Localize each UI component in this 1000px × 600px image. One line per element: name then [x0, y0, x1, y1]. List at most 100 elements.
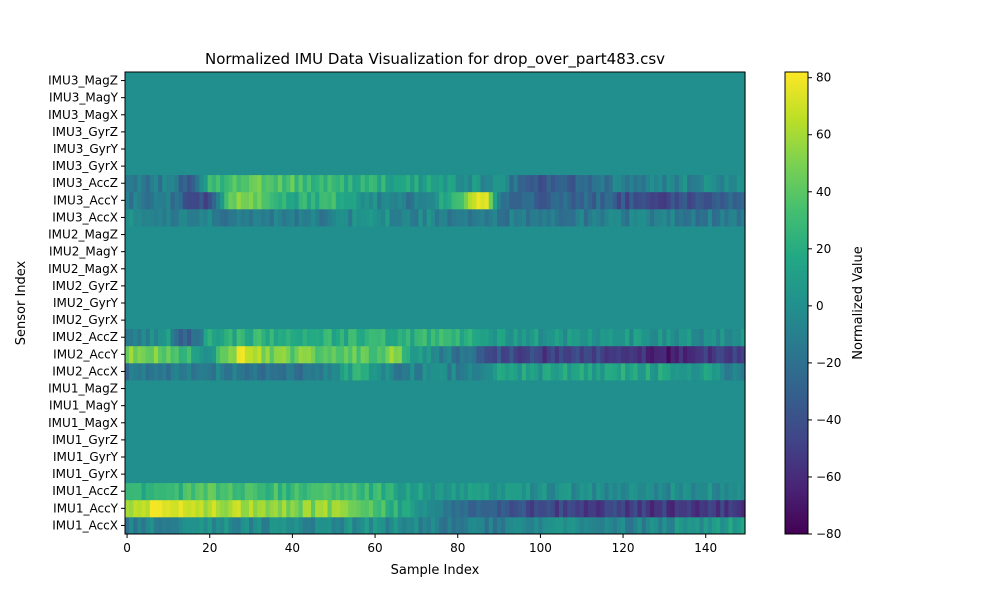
heatmap-cell: [327, 431, 333, 449]
heatmap-cell: [298, 431, 304, 449]
heatmap-cell: [554, 260, 560, 278]
heatmap-cell: [249, 72, 254, 90]
heatmap-cell: [674, 226, 680, 244]
heatmap-cell: [269, 482, 275, 501]
heatmap-cell: [311, 448, 316, 466]
heatmap-cell: [377, 140, 382, 158]
heatmap-cell: [137, 431, 143, 449]
heatmap-cell: [707, 516, 713, 535]
heatmap-cell: [525, 431, 531, 449]
heatmap-cell: [162, 106, 167, 124]
heatmap-cell: [612, 260, 618, 278]
heatmap-cell: [203, 157, 209, 176]
heatmap-cell: [125, 362, 130, 381]
heatmap-cell: [232, 465, 238, 484]
heatmap-cell: [315, 140, 320, 158]
heatmap-cell: [711, 174, 717, 193]
heatmap-cell: [683, 397, 688, 415]
heatmap-cell: [629, 123, 634, 141]
heatmap-cell: [616, 465, 622, 484]
heatmap-cell: [406, 345, 411, 364]
heatmap-cell: [261, 311, 267, 330]
heatmap-cell: [546, 157, 552, 176]
heatmap-cell: [306, 260, 312, 278]
heatmap-cell: [418, 499, 424, 518]
heatmap-cell: [720, 226, 725, 244]
y-tick-label: IMU1_MagZ: [48, 382, 118, 396]
heatmap-cell: [277, 482, 283, 501]
heatmap-cell: [587, 362, 593, 381]
heatmap-cell: [286, 362, 291, 381]
heatmap-cell: [294, 123, 300, 141]
heatmap-cell: [463, 89, 469, 107]
heatmap-cell: [616, 448, 622, 466]
heatmap-cell: [600, 277, 606, 295]
heatmap-cell: [439, 174, 444, 193]
heatmap-cell: [497, 380, 502, 398]
heatmap-cell: [315, 431, 320, 449]
heatmap-cell: [525, 72, 531, 90]
heatmap-cell: [294, 311, 300, 330]
heatmap-cell: [364, 499, 370, 518]
heatmap-cell: [422, 362, 428, 381]
heatmap-cell: [389, 174, 395, 193]
heatmap-cell: [476, 191, 482, 210]
heatmap-cell: [327, 72, 333, 90]
heatmap-cell: [261, 72, 267, 90]
heatmap-cell: [401, 482, 407, 501]
heatmap-cell: [418, 260, 424, 278]
heatmap-cell: [257, 431, 262, 449]
heatmap-cell: [273, 243, 279, 261]
heatmap-cell: [356, 465, 362, 484]
heatmap-cell: [356, 106, 362, 124]
heatmap-cell: [740, 345, 746, 364]
heatmap-cell: [344, 243, 349, 261]
heatmap-cell: [389, 345, 395, 364]
heatmap-cell: [273, 89, 279, 107]
heatmap-cell: [348, 260, 353, 278]
heatmap-cell: [377, 277, 382, 295]
heatmap-cell: [253, 72, 258, 90]
heatmap-cell: [199, 243, 205, 261]
heatmap-cell: [695, 482, 701, 501]
heatmap-cell: [207, 191, 213, 210]
heatmap-cell: [141, 448, 147, 466]
heatmap-cell: [542, 516, 548, 535]
heatmap-cell: [352, 311, 358, 330]
heatmap-cell: [633, 208, 639, 227]
heatmap-cell: [587, 516, 593, 535]
heatmap-cell: [236, 516, 242, 535]
heatmap-cell: [480, 311, 486, 330]
heatmap-cell: [290, 499, 296, 518]
heatmap-cell: [141, 106, 147, 124]
heatmap-cell: [220, 380, 225, 398]
heatmap-cell: [732, 345, 738, 364]
heatmap-cell: [728, 414, 734, 432]
heatmap-cell: [182, 106, 188, 124]
heatmap-cell: [381, 174, 386, 193]
heatmap-cell: [178, 174, 184, 193]
heatmap-cell: [492, 243, 498, 261]
heatmap-cell: [327, 311, 333, 330]
heatmap-cell: [695, 123, 701, 141]
heatmap-cell: [439, 123, 444, 141]
heatmap-cell: [207, 243, 213, 261]
heatmap-cell: [137, 226, 143, 244]
heatmap-cell: [397, 174, 403, 193]
heatmap-cell: [360, 328, 366, 347]
heatmap-cell: [534, 311, 539, 330]
heatmap-cell: [298, 174, 304, 193]
heatmap-cell: [410, 140, 415, 158]
heatmap-cell: [381, 277, 386, 295]
heatmap-cell: [290, 140, 296, 158]
y-tick-label: IMU1_GyrZ: [52, 433, 118, 447]
heatmap-cell: [505, 243, 510, 261]
heatmap-cell: [129, 380, 134, 398]
heatmap-cell: [488, 106, 494, 124]
heatmap-cell: [215, 260, 221, 278]
heatmap-cell: [137, 89, 143, 107]
heatmap-cell: [257, 89, 262, 107]
heatmap-cell: [236, 226, 242, 244]
heatmap-cell: [703, 482, 709, 501]
